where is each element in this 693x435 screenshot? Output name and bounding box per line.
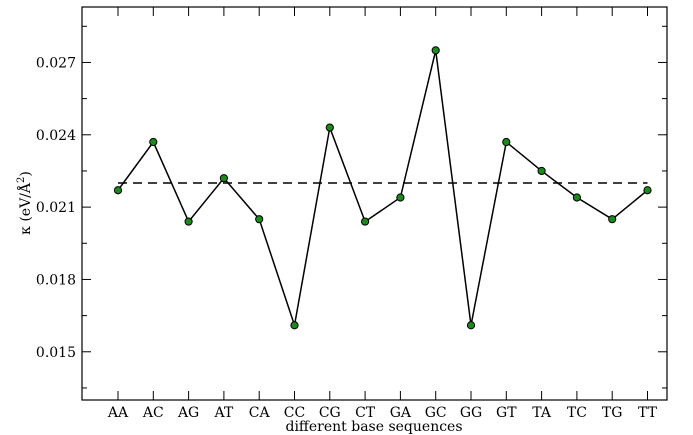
data-point-AA	[113, 186, 123, 195]
y-tick-label-3: 0.024	[36, 128, 76, 144]
data-point-AG	[184, 217, 193, 226]
y-axis-unit-close: )	[18, 171, 34, 176]
x-tick-label-TG: TG	[602, 405, 623, 421]
data-point-GA	[396, 193, 405, 202]
x-tick-label-TA: TA	[532, 405, 552, 421]
series-line	[117, 50, 648, 326]
x-axis-label: different base sequences	[285, 419, 462, 435]
x-tick-label-AA: AA	[107, 405, 129, 421]
x-tick-label-CT: CT	[355, 405, 376, 421]
data-point-TC	[572, 193, 582, 202]
x-tick-label-GT: GT	[496, 405, 517, 421]
data-point-CT	[361, 217, 370, 226]
y-axis-unit-power: 2	[16, 177, 27, 183]
data-point-CA	[255, 215, 264, 224]
x-tick-label-AG: AG	[177, 405, 199, 421]
x-tick-label-TC: TC	[567, 405, 587, 421]
x-tick-label-CA: CA	[249, 405, 271, 421]
y-tick-label-0: 0.015	[36, 345, 76, 361]
x-axis-ticks: AA AC AG AT CA CC CG CT GA GC GG GT TA TC TG TT	[107, 7, 658, 421]
x-tick-label-TT: TT	[638, 405, 658, 421]
y-axis-label: κ (eV/Å2)	[16, 171, 34, 235]
x-tick-label-CC: CC	[284, 405, 305, 421]
data-point-GT	[502, 137, 511, 147]
y-tick-label-2: 0.021	[36, 200, 76, 216]
data-point-AT	[219, 174, 228, 183]
plot-frame	[81, 6, 668, 401]
y-axis-symbol: κ	[18, 226, 34, 235]
data-point-CC	[290, 321, 299, 330]
y-axis-unit-angstrom: Å	[16, 182, 34, 194]
x-tick-label-GG: GG	[460, 405, 482, 421]
data-points	[113, 46, 652, 330]
x-tick-label-GC: GC	[425, 405, 447, 421]
y-tick-label-4: 0.027	[36, 55, 76, 71]
data-point-GG	[466, 321, 476, 330]
data-point-TT	[643, 186, 652, 195]
data-point-AC	[149, 137, 158, 147]
y-axis-unit-open: (eV/	[18, 193, 34, 222]
data-point-CG	[325, 123, 334, 132]
x-tick-label-AT: AT	[214, 405, 234, 421]
data-point-TG	[608, 215, 617, 224]
x-tick-label-GA: GA	[390, 405, 412, 421]
y-tick-label-1: 0.018	[36, 272, 76, 288]
x-tick-label-CG: CG	[319, 405, 341, 421]
data-point-TA	[537, 166, 546, 176]
data-point-GC	[431, 46, 440, 55]
y-axis-ticks: 0.015 0.018 0.021 0.024 0.027	[36, 25, 667, 389]
x-tick-label-AC: AC	[142, 405, 164, 421]
